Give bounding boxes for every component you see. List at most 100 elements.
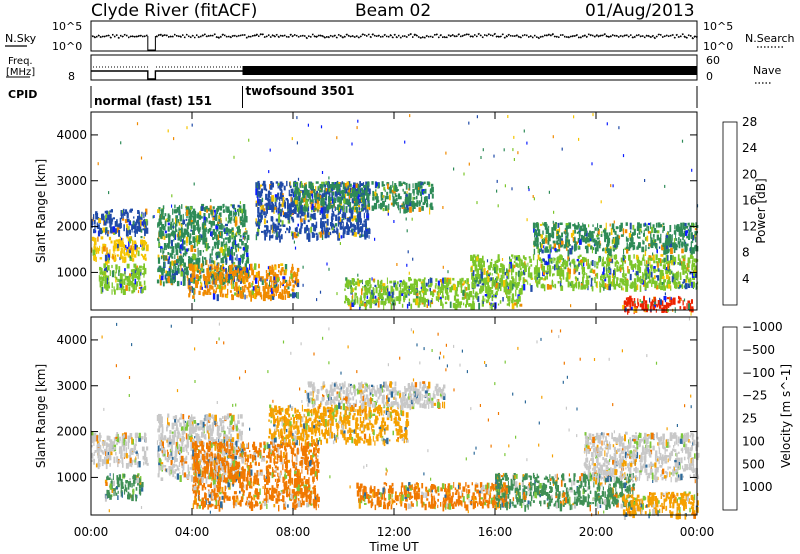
echo-cell bbox=[662, 283, 665, 288]
echo-cell bbox=[231, 284, 233, 290]
echo-cell bbox=[281, 195, 284, 201]
echo-cell bbox=[311, 193, 313, 199]
echo-cell bbox=[325, 227, 327, 233]
echo-cell bbox=[402, 181, 405, 184]
echo-cell bbox=[564, 262, 566, 268]
echo-cell bbox=[161, 208, 164, 212]
echo-cell bbox=[339, 220, 342, 225]
echo-cell bbox=[185, 236, 189, 243]
echo-cell bbox=[300, 183, 303, 188]
echo-cell bbox=[105, 218, 108, 224]
echo-cell bbox=[681, 255, 685, 259]
echo-cell bbox=[421, 282, 424, 288]
echo-cell bbox=[396, 263, 398, 266]
echo-cell bbox=[414, 289, 418, 293]
echo-cell bbox=[192, 236, 196, 243]
echo-cell bbox=[487, 270, 489, 274]
echo-cell bbox=[497, 273, 500, 279]
echo-cell bbox=[491, 279, 494, 287]
echo-cell bbox=[297, 223, 299, 227]
echo-cell bbox=[633, 245, 636, 250]
echo-cell bbox=[535, 237, 539, 243]
echo-cell bbox=[347, 282, 349, 289]
echo-cell bbox=[180, 265, 182, 271]
echo-cell bbox=[270, 216, 273, 222]
echo-cell bbox=[677, 281, 681, 284]
echo-cell bbox=[364, 304, 367, 311]
echo-cell bbox=[373, 280, 375, 283]
echo-cell bbox=[397, 281, 399, 285]
echo-cell bbox=[167, 252, 170, 255]
echo-cell bbox=[627, 266, 629, 273]
echo-cell bbox=[625, 285, 629, 292]
echo-cell bbox=[524, 265, 527, 272]
echo-cell bbox=[360, 226, 364, 233]
echo-cell bbox=[323, 190, 326, 197]
echo-cell bbox=[406, 190, 408, 194]
echo-cell bbox=[387, 288, 389, 292]
echo-cell bbox=[174, 272, 176, 278]
echo-cell bbox=[144, 267, 147, 275]
echo-cell bbox=[107, 253, 110, 261]
echo-cell bbox=[603, 261, 606, 264]
echo-cell bbox=[227, 209, 230, 212]
echo-cell bbox=[277, 211, 280, 216]
echo-cell bbox=[464, 286, 466, 293]
echo-cell bbox=[573, 260, 576, 266]
echo-cell bbox=[393, 191, 396, 194]
echo-cell bbox=[342, 189, 345, 195]
echo-cell bbox=[265, 291, 268, 299]
echo-cell bbox=[665, 285, 667, 288]
echo-cell bbox=[227, 228, 230, 233]
echo-cell bbox=[393, 185, 395, 192]
echo-cell bbox=[129, 238, 132, 244]
echo-cell bbox=[135, 245, 138, 252]
echo-cell bbox=[230, 248, 233, 256]
echo-cell bbox=[244, 235, 247, 239]
echo-cell bbox=[538, 257, 541, 262]
echo-cell bbox=[285, 281, 288, 288]
echo-cell bbox=[285, 231, 287, 234]
echo-cell bbox=[288, 189, 290, 196]
echo-cell bbox=[361, 204, 364, 207]
echo-cell bbox=[124, 432, 127, 439]
echo-cell bbox=[644, 270, 647, 276]
echo-cell bbox=[517, 151, 519, 155]
echo-cell bbox=[347, 181, 351, 187]
echo-cell bbox=[598, 257, 600, 263]
echo-cell bbox=[355, 194, 358, 200]
echo-cell bbox=[667, 282, 669, 288]
echo-cell bbox=[271, 195, 274, 202]
echo-cell bbox=[363, 292, 366, 299]
echo-cell bbox=[695, 236, 697, 243]
echo-cell bbox=[472, 260, 475, 267]
echo-cell bbox=[437, 285, 440, 290]
echo-cell bbox=[305, 199, 308, 207]
echo-cell bbox=[180, 263, 184, 266]
echo-cell bbox=[361, 231, 363, 234]
echo-cell bbox=[279, 181, 283, 188]
echo-cell bbox=[556, 233, 559, 240]
echo-cell bbox=[118, 247, 120, 251]
echo-cell bbox=[674, 224, 676, 230]
echo-cell bbox=[111, 270, 114, 278]
echo-cell bbox=[219, 291, 222, 297]
echo-cell bbox=[479, 277, 481, 284]
echo-cell bbox=[236, 254, 238, 261]
echo-cell bbox=[120, 284, 124, 290]
echo-cell bbox=[415, 195, 418, 200]
echo-cell bbox=[232, 283, 234, 289]
echo-cell bbox=[371, 205, 375, 211]
echo-cell bbox=[323, 206, 327, 214]
echo-cell bbox=[386, 191, 389, 196]
echo-cell bbox=[296, 213, 300, 218]
echo-cell bbox=[217, 205, 220, 210]
echo-cell bbox=[685, 267, 687, 273]
echo-cell bbox=[410, 193, 412, 200]
echo-cell bbox=[255, 277, 258, 284]
echo-cell bbox=[203, 273, 205, 281]
echo-cell bbox=[588, 264, 591, 269]
echo-cell bbox=[496, 259, 498, 263]
echo-cell bbox=[100, 268, 103, 275]
echo-cell bbox=[238, 207, 241, 213]
